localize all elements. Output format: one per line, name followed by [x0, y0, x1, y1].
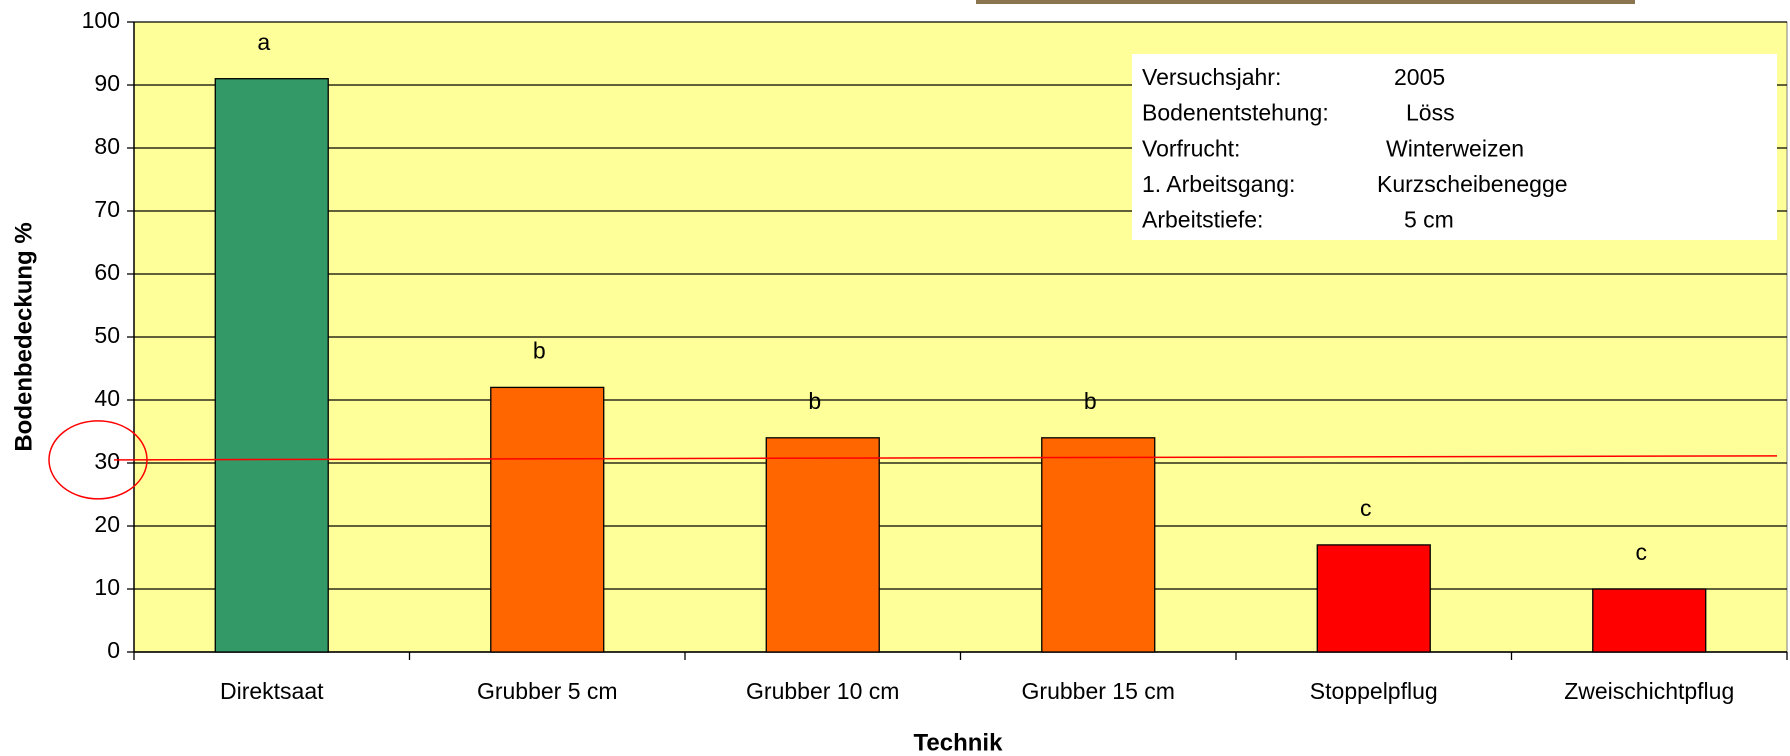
x-axis-label: Technik [914, 729, 1004, 756]
bar [490, 386, 605, 653]
info-value: Winterweizen [1386, 135, 1524, 161]
info-label: 1. Arbeitsgang: [1142, 171, 1295, 197]
y-axis-label: Bodenbedeckung % [10, 222, 37, 451]
bar [1041, 437, 1156, 653]
y-tick-label: 20 [94, 511, 120, 537]
info-value: 5 cm [1404, 206, 1454, 232]
bar [765, 437, 880, 653]
y-tick-label: 0 [107, 637, 120, 663]
info-value: Löss [1406, 100, 1455, 126]
photo-strip [976, 0, 1635, 4]
info-value: Kurzscheibenegge [1377, 171, 1568, 197]
x-tick-label: Zweischichtpflug [1564, 678, 1734, 704]
significance-letter: b [533, 337, 546, 363]
info-label: Vorfrucht: [1142, 135, 1240, 161]
reference-line [113, 455, 1778, 461]
highlight-circle [48, 420, 148, 500]
x-tick-label: Stoppelpflug [1310, 678, 1438, 704]
bar [1316, 544, 1431, 653]
y-tick-label: 70 [94, 196, 120, 222]
y-tick-label: 10 [94, 574, 120, 600]
y-tick-label: 50 [94, 322, 120, 348]
y-tick-label: 40 [94, 385, 120, 411]
info-label: Bodenentstehung: [1142, 100, 1329, 126]
significance-letter: a [257, 29, 270, 55]
info-box [1132, 54, 1777, 240]
info-label: Arbeitstiefe: [1142, 206, 1263, 232]
x-tick-label: Grubber 5 cm [477, 678, 618, 704]
significance-letter: b [1084, 388, 1097, 414]
y-tick-label: 100 [82, 7, 120, 33]
x-tick-label: Grubber 10 cm [746, 678, 899, 704]
y-tick-label: 90 [94, 70, 120, 96]
significance-letter: b [808, 388, 821, 414]
significance-letter: c [1636, 539, 1648, 565]
y-tick-label: 30 [94, 448, 120, 474]
bar [214, 78, 329, 653]
significance-letter: c [1360, 495, 1372, 521]
bar [1592, 588, 1707, 653]
x-tick-label: Direktsaat [220, 678, 324, 704]
x-tick-label: Grubber 15 cm [1022, 678, 1175, 704]
y-tick-label: 60 [94, 259, 120, 285]
y-tick-label: 80 [94, 133, 120, 159]
info-value: 2005 [1394, 64, 1445, 90]
info-label: Versuchsjahr: [1142, 64, 1281, 90]
